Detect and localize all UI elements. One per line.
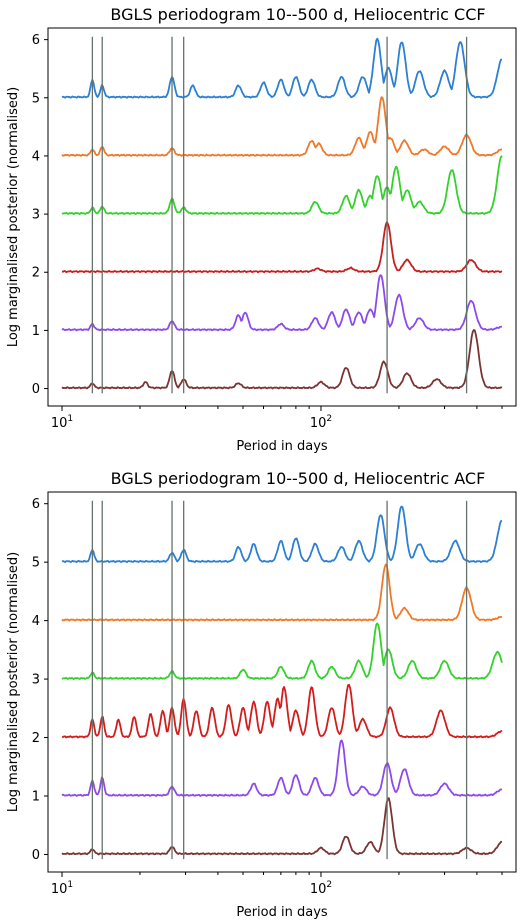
y-axis-label: Log marginalised posterior (normalised) (6, 552, 21, 812)
x-ticks: 101 102 (51, 406, 503, 431)
series-line (61, 37, 503, 99)
x-tick-label: 101 (51, 414, 73, 431)
y-tick-label: 1 (32, 790, 40, 805)
series-line (61, 329, 503, 390)
x-ticks: 101 102 (51, 872, 503, 897)
y-tick-label: 5 (32, 556, 40, 571)
y-tick-label: 4 (32, 149, 40, 164)
periodogram-panel-acf: BGLS periodogram 10--500 d, Heliocentric… (6, 469, 517, 920)
plot-frame (47, 491, 517, 873)
y-tick-label: 3 (32, 673, 40, 688)
y-tick-label: 2 (32, 731, 40, 746)
series-line (61, 274, 503, 332)
series-line (61, 221, 503, 274)
y-tick-label: 3 (32, 208, 40, 223)
chart-title: BGLS periodogram 10--500 d, Heliocentric… (110, 5, 485, 24)
periodogram-panel-ccf: BGLS periodogram 10--500 d, Heliocentric… (6, 5, 517, 454)
y-tick-label: 0 (32, 382, 40, 397)
vline-layer (91, 500, 468, 860)
x-axis-label: Period in days (236, 905, 328, 920)
series-line (61, 797, 503, 856)
y-tick-label: 6 (32, 497, 40, 512)
x-axis-label: Period in days (236, 439, 328, 454)
series-line (61, 622, 503, 680)
vline-layer (91, 36, 468, 394)
y-tick-label: 5 (32, 91, 40, 106)
series-line (61, 505, 503, 564)
y-tick-label: 1 (32, 324, 40, 339)
y-tick-label: 2 (32, 266, 40, 281)
x-tick-label: 102 (310, 880, 332, 897)
plot-frame (47, 27, 517, 407)
y-ticks: 0 1 2 3 4 5 6 (32, 497, 48, 863)
x-tick-label: 102 (310, 414, 332, 431)
series-line (61, 683, 503, 739)
series-line (61, 155, 503, 215)
y-axis-label: Log marginalised posterior (normalised) (6, 87, 21, 347)
series-layer (61, 505, 503, 856)
series-line (61, 96, 503, 157)
chart-title: BGLS periodogram 10--500 d, Heliocentric… (111, 469, 486, 488)
y-tick-label: 6 (32, 33, 40, 48)
series-line (61, 563, 503, 622)
y-ticks: 0 1 2 3 4 5 6 (32, 33, 48, 397)
y-tick-label: 0 (32, 848, 40, 863)
series-line (61, 739, 503, 797)
y-tick-label: 4 (32, 614, 40, 629)
series-layer (61, 37, 503, 390)
x-tick-label: 101 (51, 880, 73, 897)
